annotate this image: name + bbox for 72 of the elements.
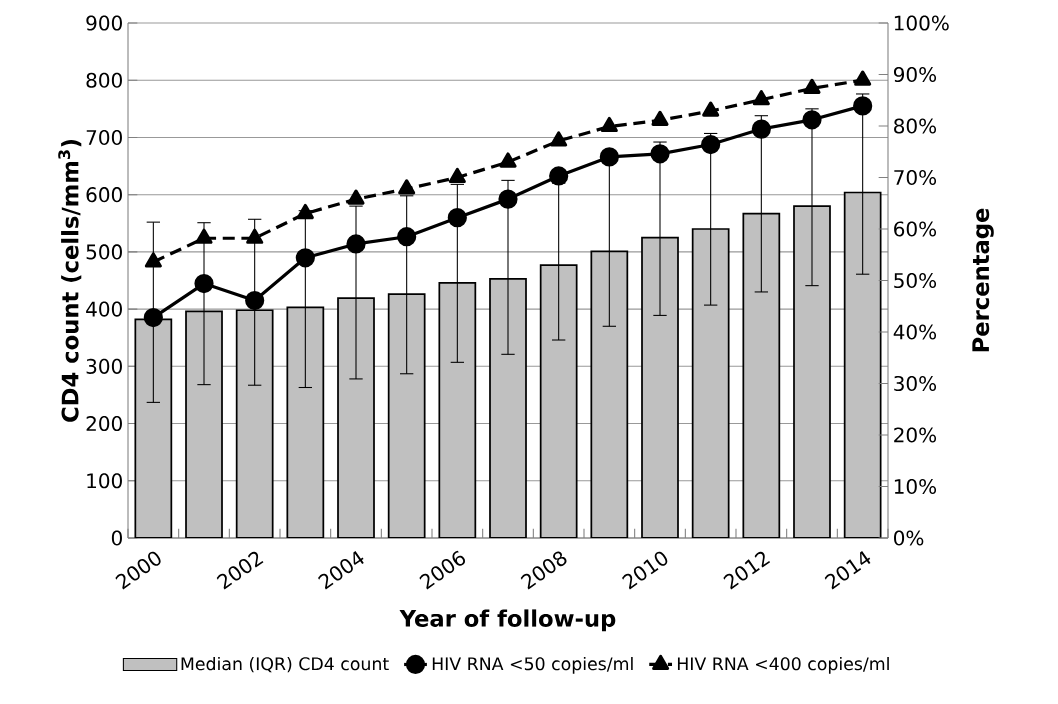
y2-tick-label: 0% bbox=[894, 530, 924, 546]
point bbox=[498, 189, 518, 209]
y2-tick-label: 40% bbox=[893, 324, 937, 340]
point bbox=[854, 70, 872, 86]
y-tick-label: 600 bbox=[86, 187, 122, 203]
bar bbox=[438, 281, 477, 538]
point bbox=[651, 110, 669, 126]
x-axis-title: Year of follow-up bbox=[399, 609, 616, 632]
legend-label: HIV RNA <50 copies/ml bbox=[432, 656, 633, 674]
y2-tick-label: 60% bbox=[894, 221, 937, 237]
bar bbox=[185, 310, 223, 538]
y2-axis-title: Percentage bbox=[972, 208, 994, 352]
point bbox=[296, 203, 314, 220]
y-tick-label: 800 bbox=[86, 72, 122, 88]
y2-tick-label: 50% bbox=[894, 272, 937, 289]
y2-tick-label: 30% bbox=[894, 375, 937, 392]
bar bbox=[387, 293, 426, 538]
point bbox=[802, 110, 822, 130]
bar bbox=[134, 318, 173, 538]
bar bbox=[793, 205, 831, 538]
y2-tick-label: 10% bbox=[894, 478, 937, 495]
point bbox=[397, 227, 417, 247]
point bbox=[246, 228, 264, 244]
y-tick-label: 200 bbox=[86, 415, 122, 432]
point bbox=[702, 101, 720, 117]
point bbox=[245, 290, 265, 311]
y-tick-label: 900 bbox=[86, 15, 122, 31]
y-tick-label: 0 bbox=[111, 530, 122, 546]
point bbox=[650, 144, 670, 164]
bar bbox=[489, 277, 527, 538]
point bbox=[853, 96, 873, 116]
point bbox=[195, 228, 213, 244]
point bbox=[447, 208, 467, 228]
point bbox=[499, 152, 517, 168]
bar bbox=[691, 228, 730, 538]
legend-label: Median (IQR) CD4 count bbox=[181, 656, 389, 673]
bar bbox=[235, 309, 274, 538]
point bbox=[398, 179, 416, 195]
point bbox=[752, 90, 770, 106]
y2-tick-label: 70% bbox=[894, 169, 937, 186]
point bbox=[448, 167, 466, 184]
point bbox=[295, 248, 315, 268]
y-tick-label: 400 bbox=[86, 301, 122, 317]
point bbox=[751, 119, 771, 139]
bar bbox=[641, 236, 679, 538]
y-tick-label: 500 bbox=[86, 244, 122, 260]
point bbox=[346, 234, 366, 254]
y2-tick-label: 20% bbox=[894, 427, 937, 443]
y-tick-label: 700 bbox=[86, 129, 122, 146]
y-tick-label: 100 bbox=[87, 473, 122, 489]
point bbox=[599, 147, 619, 167]
y2-tick-label: 100% bbox=[894, 15, 949, 31]
point bbox=[143, 307, 163, 328]
bar bbox=[742, 212, 781, 538]
bar bbox=[286, 306, 325, 538]
point bbox=[194, 273, 214, 294]
y2-tick-label: 90% bbox=[893, 66, 937, 83]
bar bbox=[590, 250, 629, 538]
bar bbox=[843, 191, 882, 538]
point bbox=[600, 116, 618, 133]
y-axis-title: CD4 count (cells/mm$^{3}$) bbox=[58, 140, 82, 422]
bar bbox=[539, 264, 578, 538]
point bbox=[803, 78, 821, 94]
point bbox=[144, 252, 162, 268]
y-tick-label: 300 bbox=[86, 358, 122, 374]
point bbox=[549, 166, 569, 186]
y2-tick-label: 80% bbox=[894, 118, 937, 134]
point bbox=[347, 189, 365, 205]
legend-label: HIV RNA <400 copies/ml bbox=[677, 656, 889, 674]
bar bbox=[337, 297, 375, 538]
point bbox=[550, 131, 568, 147]
point bbox=[701, 134, 721, 155]
